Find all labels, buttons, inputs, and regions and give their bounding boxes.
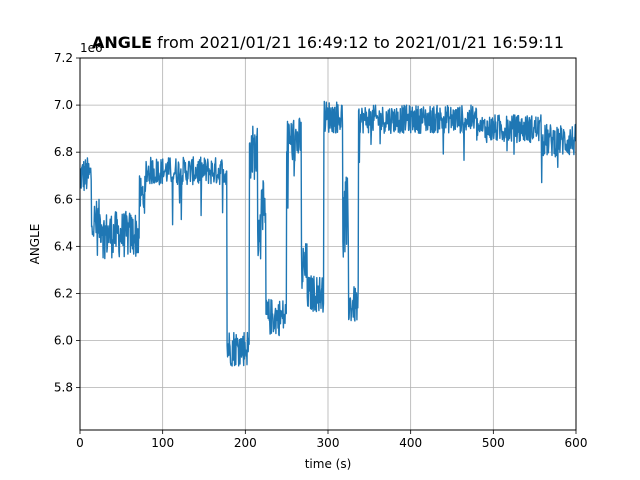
chart-title-rest: from 2021/01/21 16:49:12 to 2021/01/21 1… xyxy=(152,33,564,52)
y-axis-label: ANGLE xyxy=(28,224,42,265)
y-tick-label: 7.0 xyxy=(54,98,73,112)
y-tick-label: 6.6 xyxy=(54,192,73,206)
series-angle xyxy=(80,100,576,367)
y-tick-label: 6.4 xyxy=(54,239,73,253)
x-tick-label: 500 xyxy=(482,436,505,450)
x-tick-label: 0 xyxy=(76,436,84,450)
chart-title-bold: ANGLE xyxy=(92,33,153,52)
x-tick-label: 600 xyxy=(565,436,588,450)
x-tick-label: 300 xyxy=(317,436,340,450)
y-tick-label: 6.2 xyxy=(54,286,73,300)
x-tick-label: 100 xyxy=(151,436,174,450)
y-tick-label: 7.2 xyxy=(54,51,73,65)
y-tick-label: 6.8 xyxy=(54,145,73,159)
y-axis-ticks: 5.8 6.0 6.2 6.4 6.6 6.8 7.0 7.2 xyxy=(54,51,80,395)
x-tick-label: 400 xyxy=(399,436,422,450)
y-tick-label: 5.8 xyxy=(54,381,73,395)
angle-line xyxy=(80,100,576,367)
y-tick-label: 6.0 xyxy=(54,334,73,348)
x-axis-ticks: 0 100 200 300 400 500 600 xyxy=(76,430,587,450)
y-scale-label: 1e6 xyxy=(80,41,103,55)
x-axis-label: time (s) xyxy=(305,457,352,471)
x-tick-label: 200 xyxy=(234,436,257,450)
plot-frame xyxy=(79,57,577,431)
chart-title: ANGLE from 2021/01/21 16:49:12 to 2021/0… xyxy=(0,33,640,52)
